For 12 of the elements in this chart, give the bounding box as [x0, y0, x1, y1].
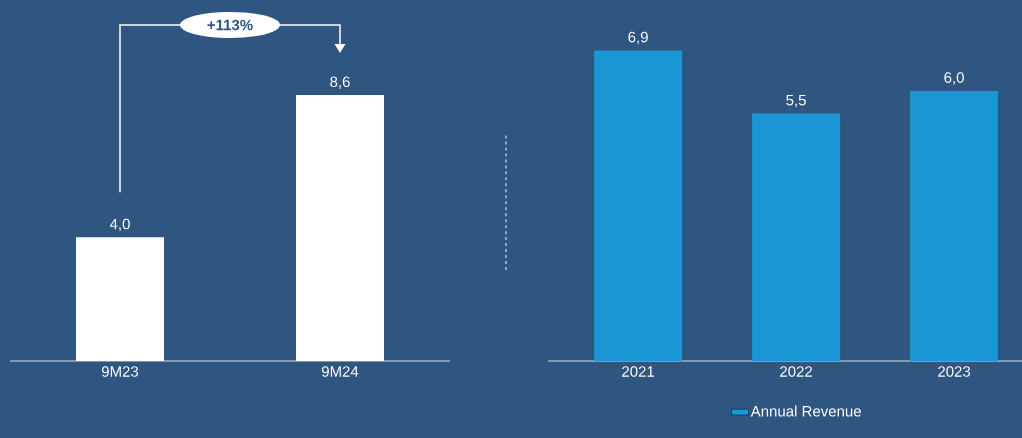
data-label: 6,0 — [944, 72, 964, 85]
x-tick-label: 2021 — [622, 366, 655, 377]
text: +113% — [207, 19, 253, 31]
data-label: 6,9 — [628, 31, 648, 45]
x-tick-label: 2023 — [938, 366, 971, 377]
x-tick-label: 9M23 — [101, 366, 139, 377]
data-label: 8,6 — [330, 76, 350, 89]
x-tick-label: 9M24 — [321, 366, 359, 377]
legend-label: Annual Revenue — [750, 405, 861, 417]
data-label: 4,0 — [109, 218, 130, 232]
data-label: 5,5 — [786, 94, 806, 108]
x-tick-label: 2022 — [780, 366, 812, 377]
